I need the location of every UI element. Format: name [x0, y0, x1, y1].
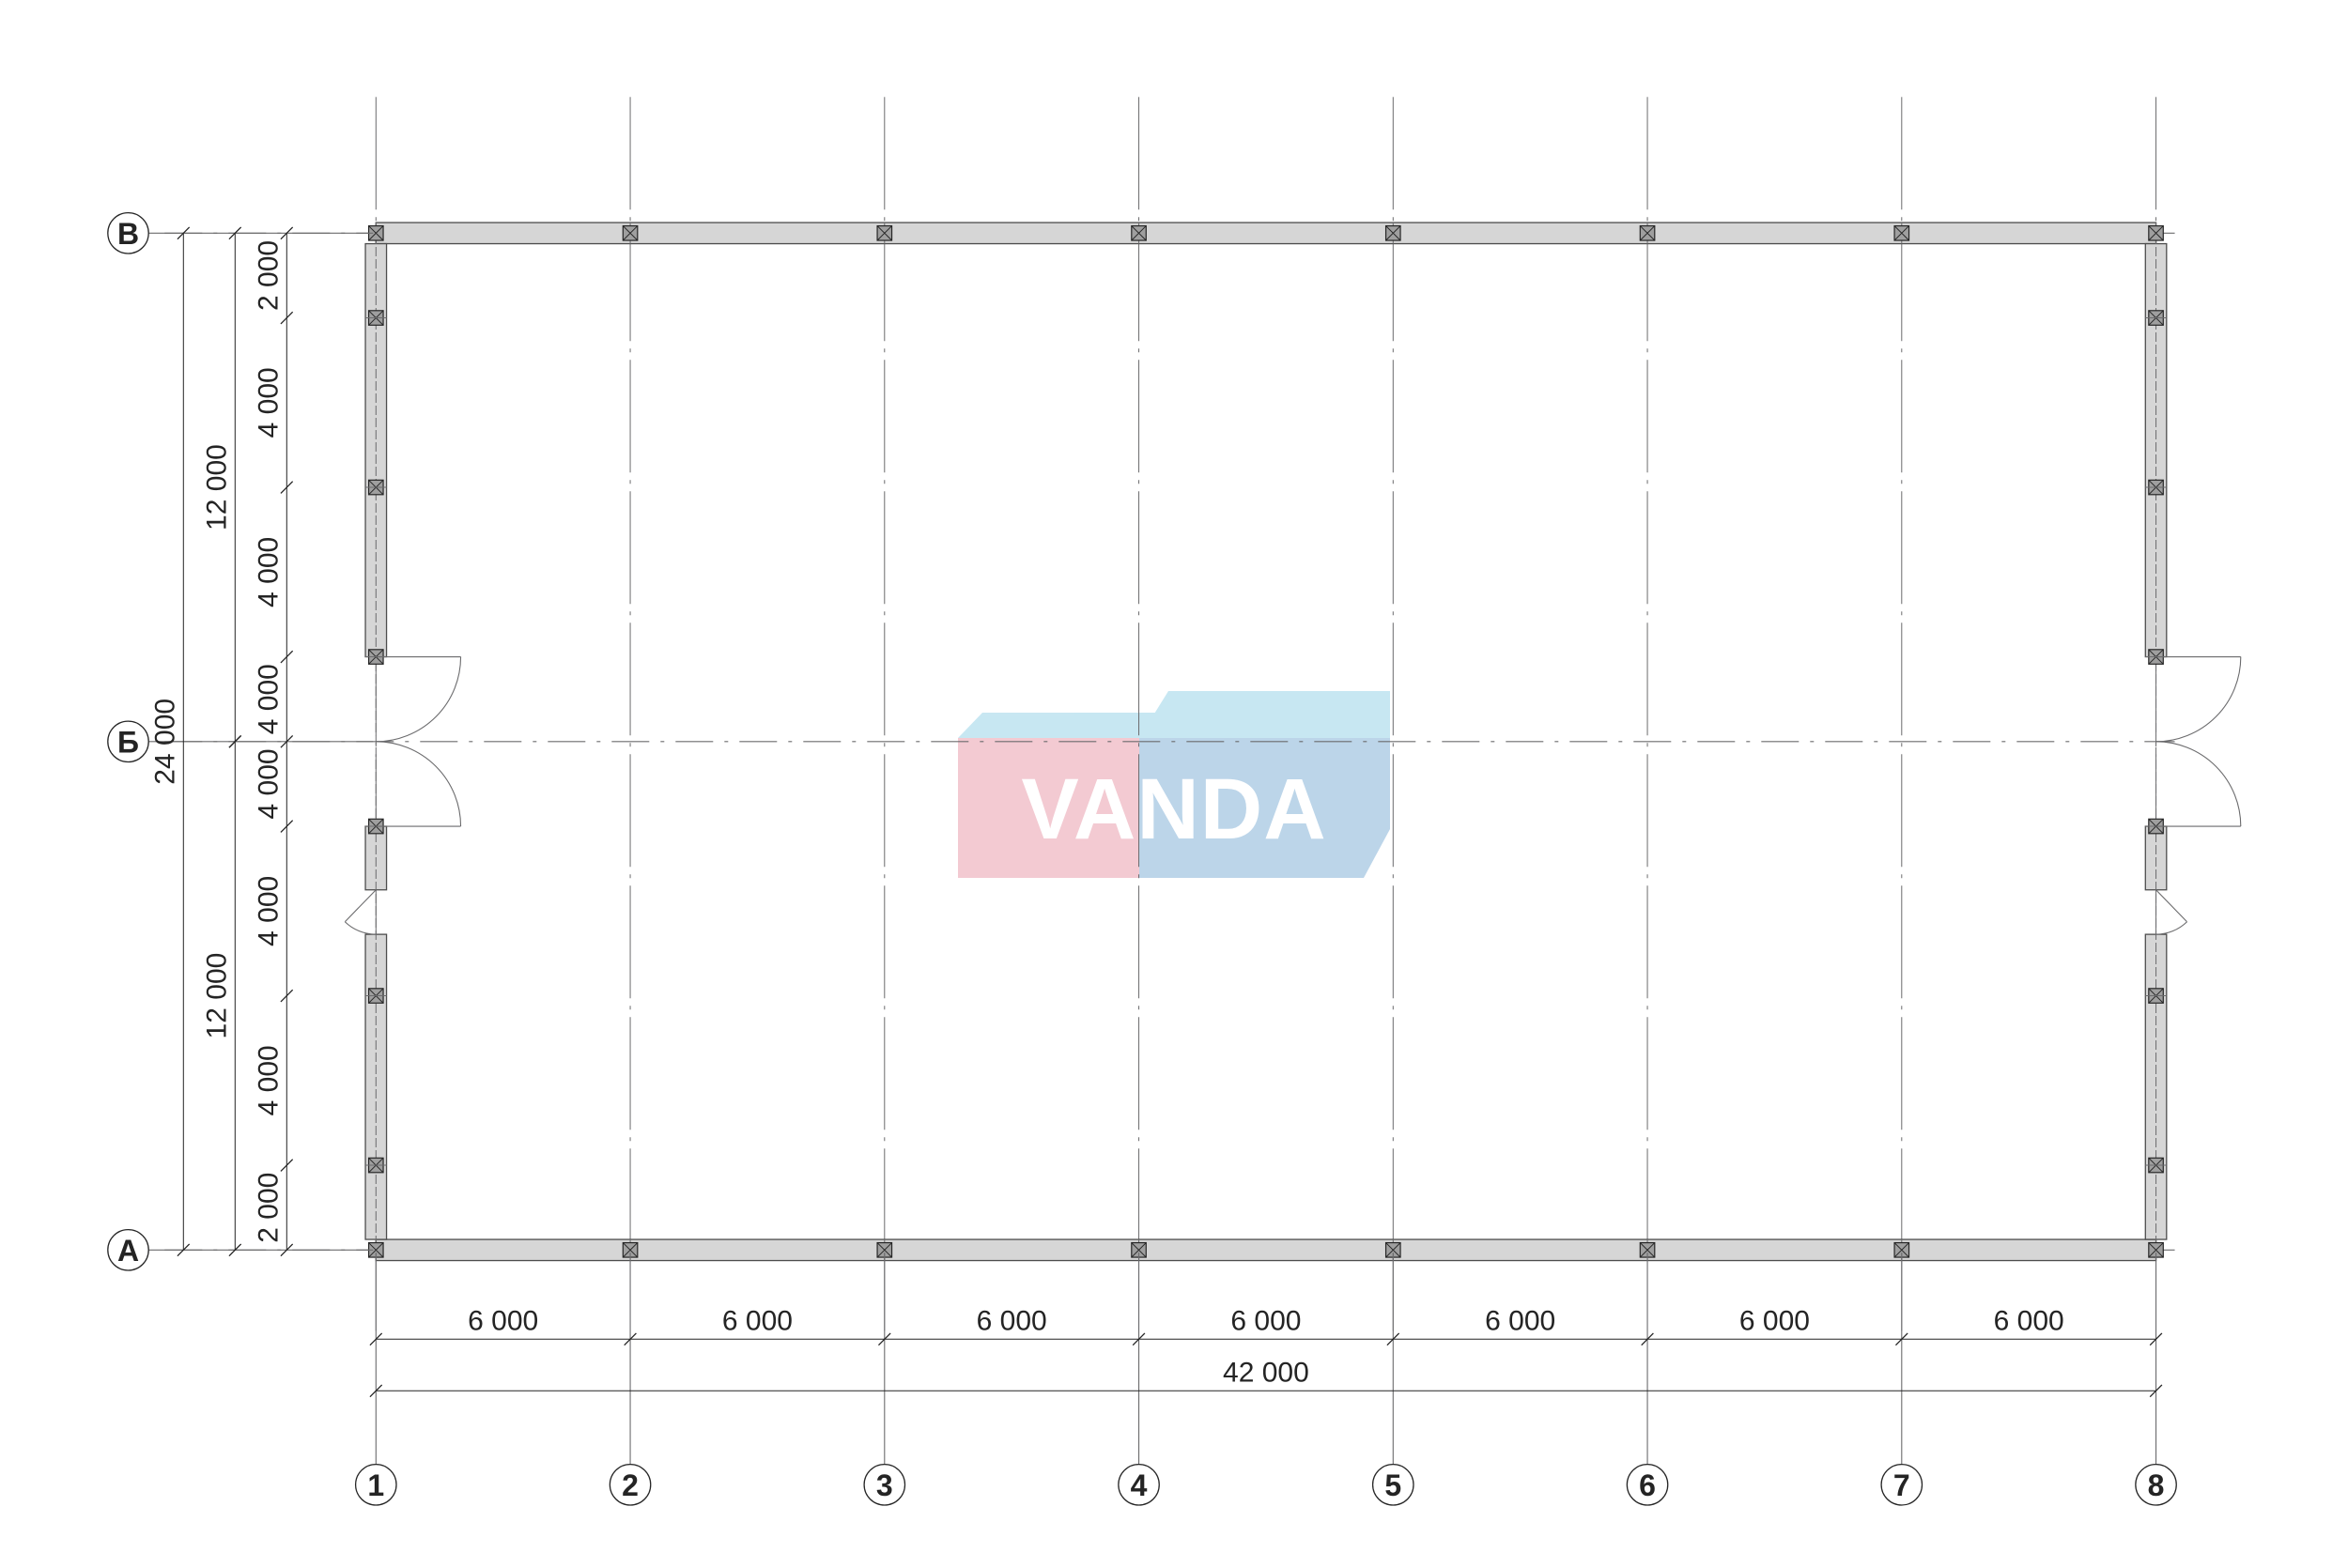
svg-text:4 000: 4 000 — [253, 1045, 284, 1115]
svg-text:4 000: 4 000 — [253, 664, 284, 734]
svg-text:6 000: 6 000 — [1485, 1305, 1555, 1336]
svg-text:12 000: 12 000 — [201, 953, 232, 1039]
svg-text:2 000: 2 000 — [253, 1173, 284, 1243]
svg-text:Б: Б — [117, 725, 139, 759]
svg-text:4 000: 4 000 — [253, 876, 284, 946]
svg-text:4 000: 4 000 — [253, 367, 284, 438]
svg-text:6: 6 — [1639, 1468, 1656, 1502]
svg-text:42 000: 42 000 — [1223, 1357, 1309, 1388]
svg-text:4 000: 4 000 — [253, 537, 284, 607]
svg-text:2: 2 — [622, 1468, 639, 1502]
svg-text:7: 7 — [1893, 1468, 1910, 1502]
svg-text:2 000: 2 000 — [253, 240, 284, 311]
svg-text:5: 5 — [1384, 1468, 1401, 1502]
svg-text:24 000: 24 000 — [149, 699, 180, 785]
svg-text:6 000: 6 000 — [468, 1305, 538, 1336]
svg-text:A: A — [117, 1234, 139, 1268]
svg-text:4 000: 4 000 — [253, 748, 284, 819]
svg-text:6 000: 6 000 — [1739, 1305, 1810, 1336]
svg-text:8: 8 — [2148, 1468, 2165, 1502]
svg-text:6 000: 6 000 — [977, 1305, 1047, 1336]
svg-text:VANDA: VANDA — [1021, 761, 1326, 857]
svg-text:6 000: 6 000 — [1230, 1305, 1301, 1336]
svg-text:3: 3 — [876, 1468, 893, 1502]
svg-text:B: B — [117, 217, 139, 251]
svg-text:6 000: 6 000 — [722, 1305, 793, 1336]
svg-text:6 000: 6 000 — [1994, 1305, 2064, 1336]
svg-text:4: 4 — [1131, 1468, 1148, 1502]
svg-text:1: 1 — [367, 1468, 384, 1502]
svg-text:12 000: 12 000 — [201, 444, 232, 530]
